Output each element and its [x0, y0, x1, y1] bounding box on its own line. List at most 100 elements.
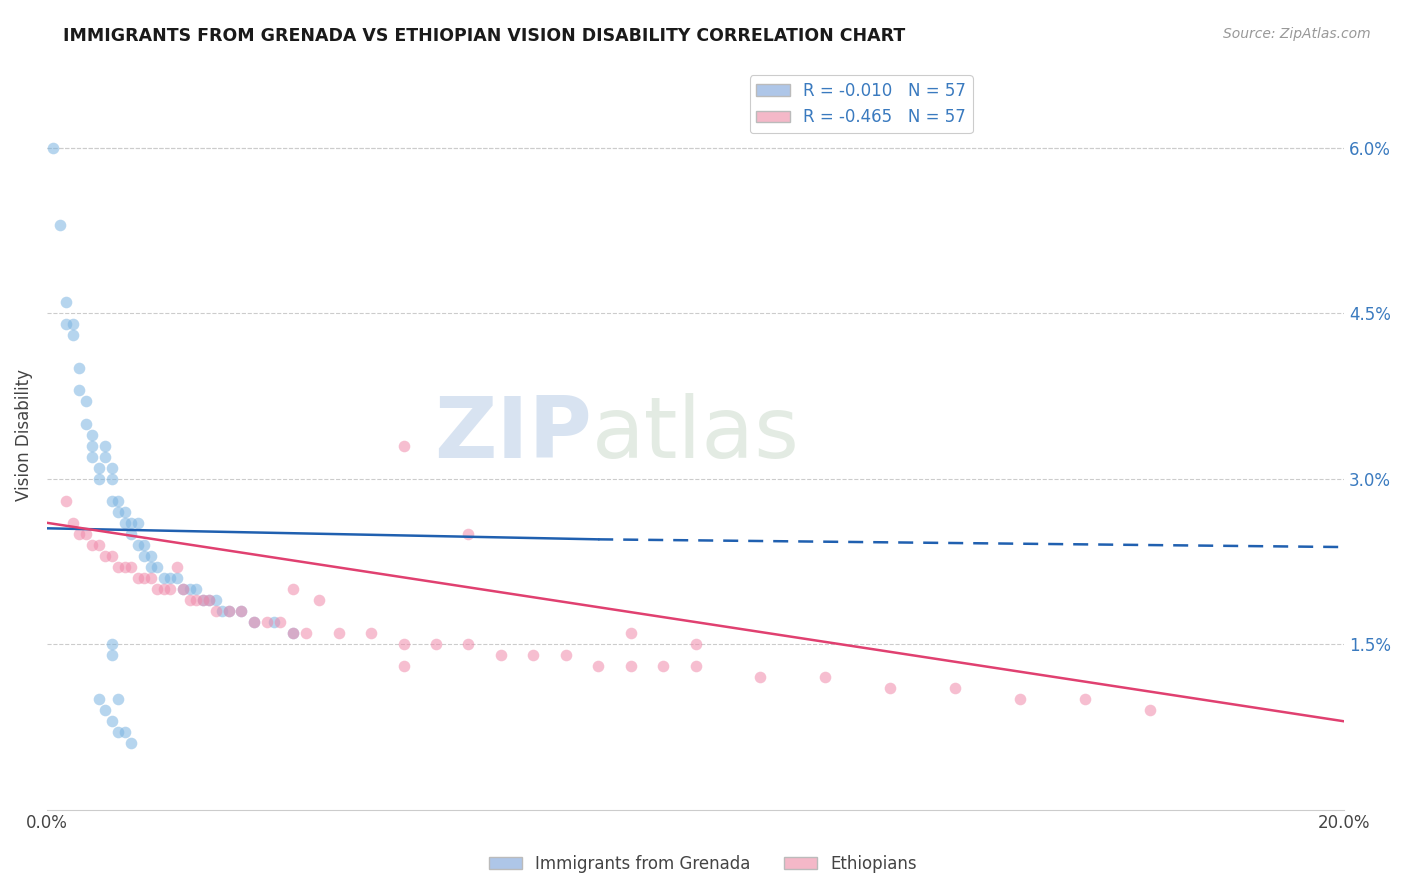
Point [328, 626, 350, 640]
Point [100, 637, 122, 651]
Point [55, 493, 77, 508]
Point [82, 439, 104, 453]
Point [295, 626, 318, 640]
Point [67, 361, 90, 376]
Point [152, 582, 174, 596]
Point [243, 615, 266, 629]
Point [198, 593, 221, 607]
Point [360, 626, 382, 640]
Point [191, 593, 214, 607]
Point [127, 538, 149, 552]
Point [139, 549, 162, 563]
Point [55, 295, 77, 310]
Point [1073, 692, 1095, 706]
Point [652, 659, 675, 673]
Point [62, 516, 84, 530]
Point [82, 450, 104, 464]
Point [198, 593, 221, 607]
Point [172, 582, 194, 596]
Point [82, 538, 104, 552]
Point [211, 604, 233, 618]
Point [94, 450, 117, 464]
Point [134, 549, 156, 563]
Point [283, 626, 305, 640]
Point [218, 604, 240, 618]
Point [685, 659, 707, 673]
Point [107, 725, 129, 739]
Point [231, 604, 253, 618]
Point [184, 593, 207, 607]
Point [75, 417, 97, 431]
Point [879, 681, 901, 696]
Point [269, 615, 291, 629]
Point [107, 692, 129, 706]
Legend: Immigrants from Grenada, Ethiopians: Immigrants from Grenada, Ethiopians [482, 848, 924, 880]
Point [114, 725, 136, 739]
Point [62, 318, 84, 332]
Point [204, 593, 226, 607]
Point [152, 571, 174, 585]
Point [457, 637, 479, 651]
Point [166, 571, 188, 585]
Point [522, 648, 544, 662]
Point [218, 604, 240, 618]
Point [191, 593, 214, 607]
Point [100, 493, 122, 508]
Point [100, 460, 122, 475]
Point [179, 593, 201, 607]
Point [94, 703, 117, 717]
Point [100, 714, 122, 729]
Point [55, 318, 77, 332]
Point [263, 615, 285, 629]
Point [114, 505, 136, 519]
Point [134, 571, 156, 585]
Point [100, 648, 122, 662]
Point [243, 615, 266, 629]
Point [75, 394, 97, 409]
Point [82, 427, 104, 442]
Point [308, 593, 330, 607]
Point [392, 659, 415, 673]
Point [172, 582, 194, 596]
Text: Source: ZipAtlas.com: Source: ZipAtlas.com [1223, 27, 1371, 41]
Point [204, 604, 226, 618]
Point [75, 526, 97, 541]
Point [146, 560, 169, 574]
Point [87, 460, 110, 475]
Point [100, 472, 122, 486]
Point [87, 472, 110, 486]
Point [146, 582, 169, 596]
Point [159, 571, 181, 585]
Point [62, 328, 84, 343]
Point [586, 659, 609, 673]
Point [67, 526, 90, 541]
Point [159, 582, 181, 596]
Point [120, 526, 142, 541]
Point [49, 218, 72, 232]
Point [139, 560, 162, 574]
Point [620, 626, 643, 640]
Point [107, 505, 129, 519]
Point [100, 549, 122, 563]
Point [120, 560, 142, 574]
Point [1008, 692, 1031, 706]
Point [127, 516, 149, 530]
Point [554, 648, 576, 662]
Text: ZIP: ZIP [434, 393, 592, 476]
Point [392, 439, 415, 453]
Text: atlas: atlas [592, 393, 800, 476]
Point [127, 571, 149, 585]
Point [256, 615, 278, 629]
Point [166, 560, 188, 574]
Point [231, 604, 253, 618]
Point [114, 516, 136, 530]
Point [107, 560, 129, 574]
Point [94, 549, 117, 563]
Y-axis label: Vision Disability: Vision Disability [15, 368, 32, 500]
Point [749, 670, 772, 684]
Point [139, 571, 162, 585]
Point [685, 637, 707, 651]
Point [107, 493, 129, 508]
Point [87, 538, 110, 552]
Text: IMMIGRANTS FROM GRENADA VS ETHIOPIAN VISION DISABILITY CORRELATION CHART: IMMIGRANTS FROM GRENADA VS ETHIOPIAN VIS… [63, 27, 905, 45]
